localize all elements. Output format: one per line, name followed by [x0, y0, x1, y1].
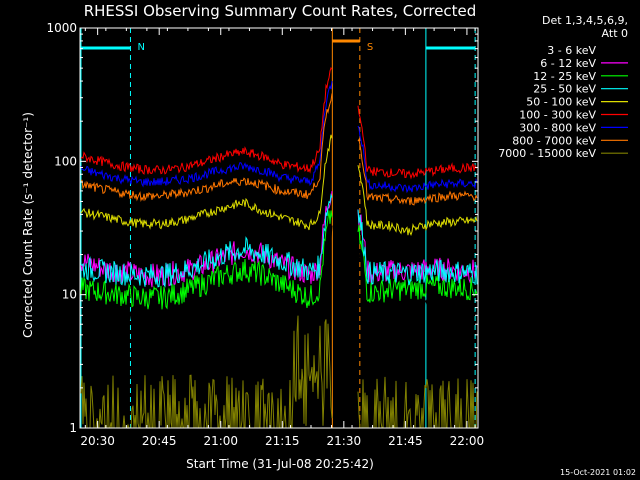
legend-header-line-2: Att 0	[602, 27, 628, 40]
series-line-4	[80, 134, 478, 236]
flag-label: S	[367, 42, 373, 53]
legend-entry-label: 50 - 100 keV	[526, 96, 596, 109]
series-line-5	[80, 66, 478, 180]
x-tick-label: 21:45	[388, 434, 423, 448]
x-tick-label: 21:30	[327, 434, 362, 448]
y-tick-label: 1000	[46, 21, 77, 35]
legend-entry-label: 25 - 50 keV	[533, 83, 596, 96]
x-tick-label: 21:00	[203, 434, 238, 448]
plot-frame	[79, 27, 479, 429]
y-tick-label: 100	[54, 154, 77, 168]
chart-title: RHESSI Observing Summary Count Rates, Co…	[84, 2, 477, 20]
y-axis-label: Corrected Count Rate (s⁻¹ detector⁻¹)	[21, 112, 35, 338]
flag-label: N	[137, 42, 144, 53]
legend-header-line-1: Det 1,3,4,5,6,9,	[542, 14, 628, 27]
x-axis-label: Start Time (31-Jul-08 20:25:42)	[186, 457, 374, 471]
legend-entry-label: 12 - 25 keV	[533, 70, 596, 83]
series-line-2	[80, 210, 478, 310]
x-tick-label: 20:45	[142, 434, 177, 448]
x-tick-label: 20:30	[80, 434, 115, 448]
x-tick-label: 22:00	[450, 434, 485, 448]
series-line-0	[80, 225, 478, 333]
x-tick-label: 21:15	[265, 434, 300, 448]
plot-axes: 1 10 100 1000 20:30 20:45 21:00 21:15 21:30 21:45…	[46, 21, 484, 448]
series-layer	[80, 66, 478, 429]
footer-date: 15-Oct-2021 01:02	[560, 468, 636, 477]
y-tick-label: 1	[69, 421, 77, 435]
legend-entry-label: 6 - 12 keV	[540, 57, 596, 70]
legend-entry-label: 7000 - 15000 keV	[498, 147, 596, 160]
series-line-6	[80, 81, 478, 194]
series-line-7	[80, 93, 478, 206]
legend-entry-label: 100 - 300 keV	[519, 109, 596, 122]
series-line-8	[80, 315, 478, 429]
legend-entry-label: 3 - 6 keV	[547, 44, 596, 57]
legend-entry-label: 300 - 800 keV	[519, 121, 596, 134]
y-tick-label: 10	[62, 288, 77, 302]
legend-entry-label: 800 - 7000 keV	[512, 134, 596, 147]
series-line-3	[80, 193, 478, 288]
